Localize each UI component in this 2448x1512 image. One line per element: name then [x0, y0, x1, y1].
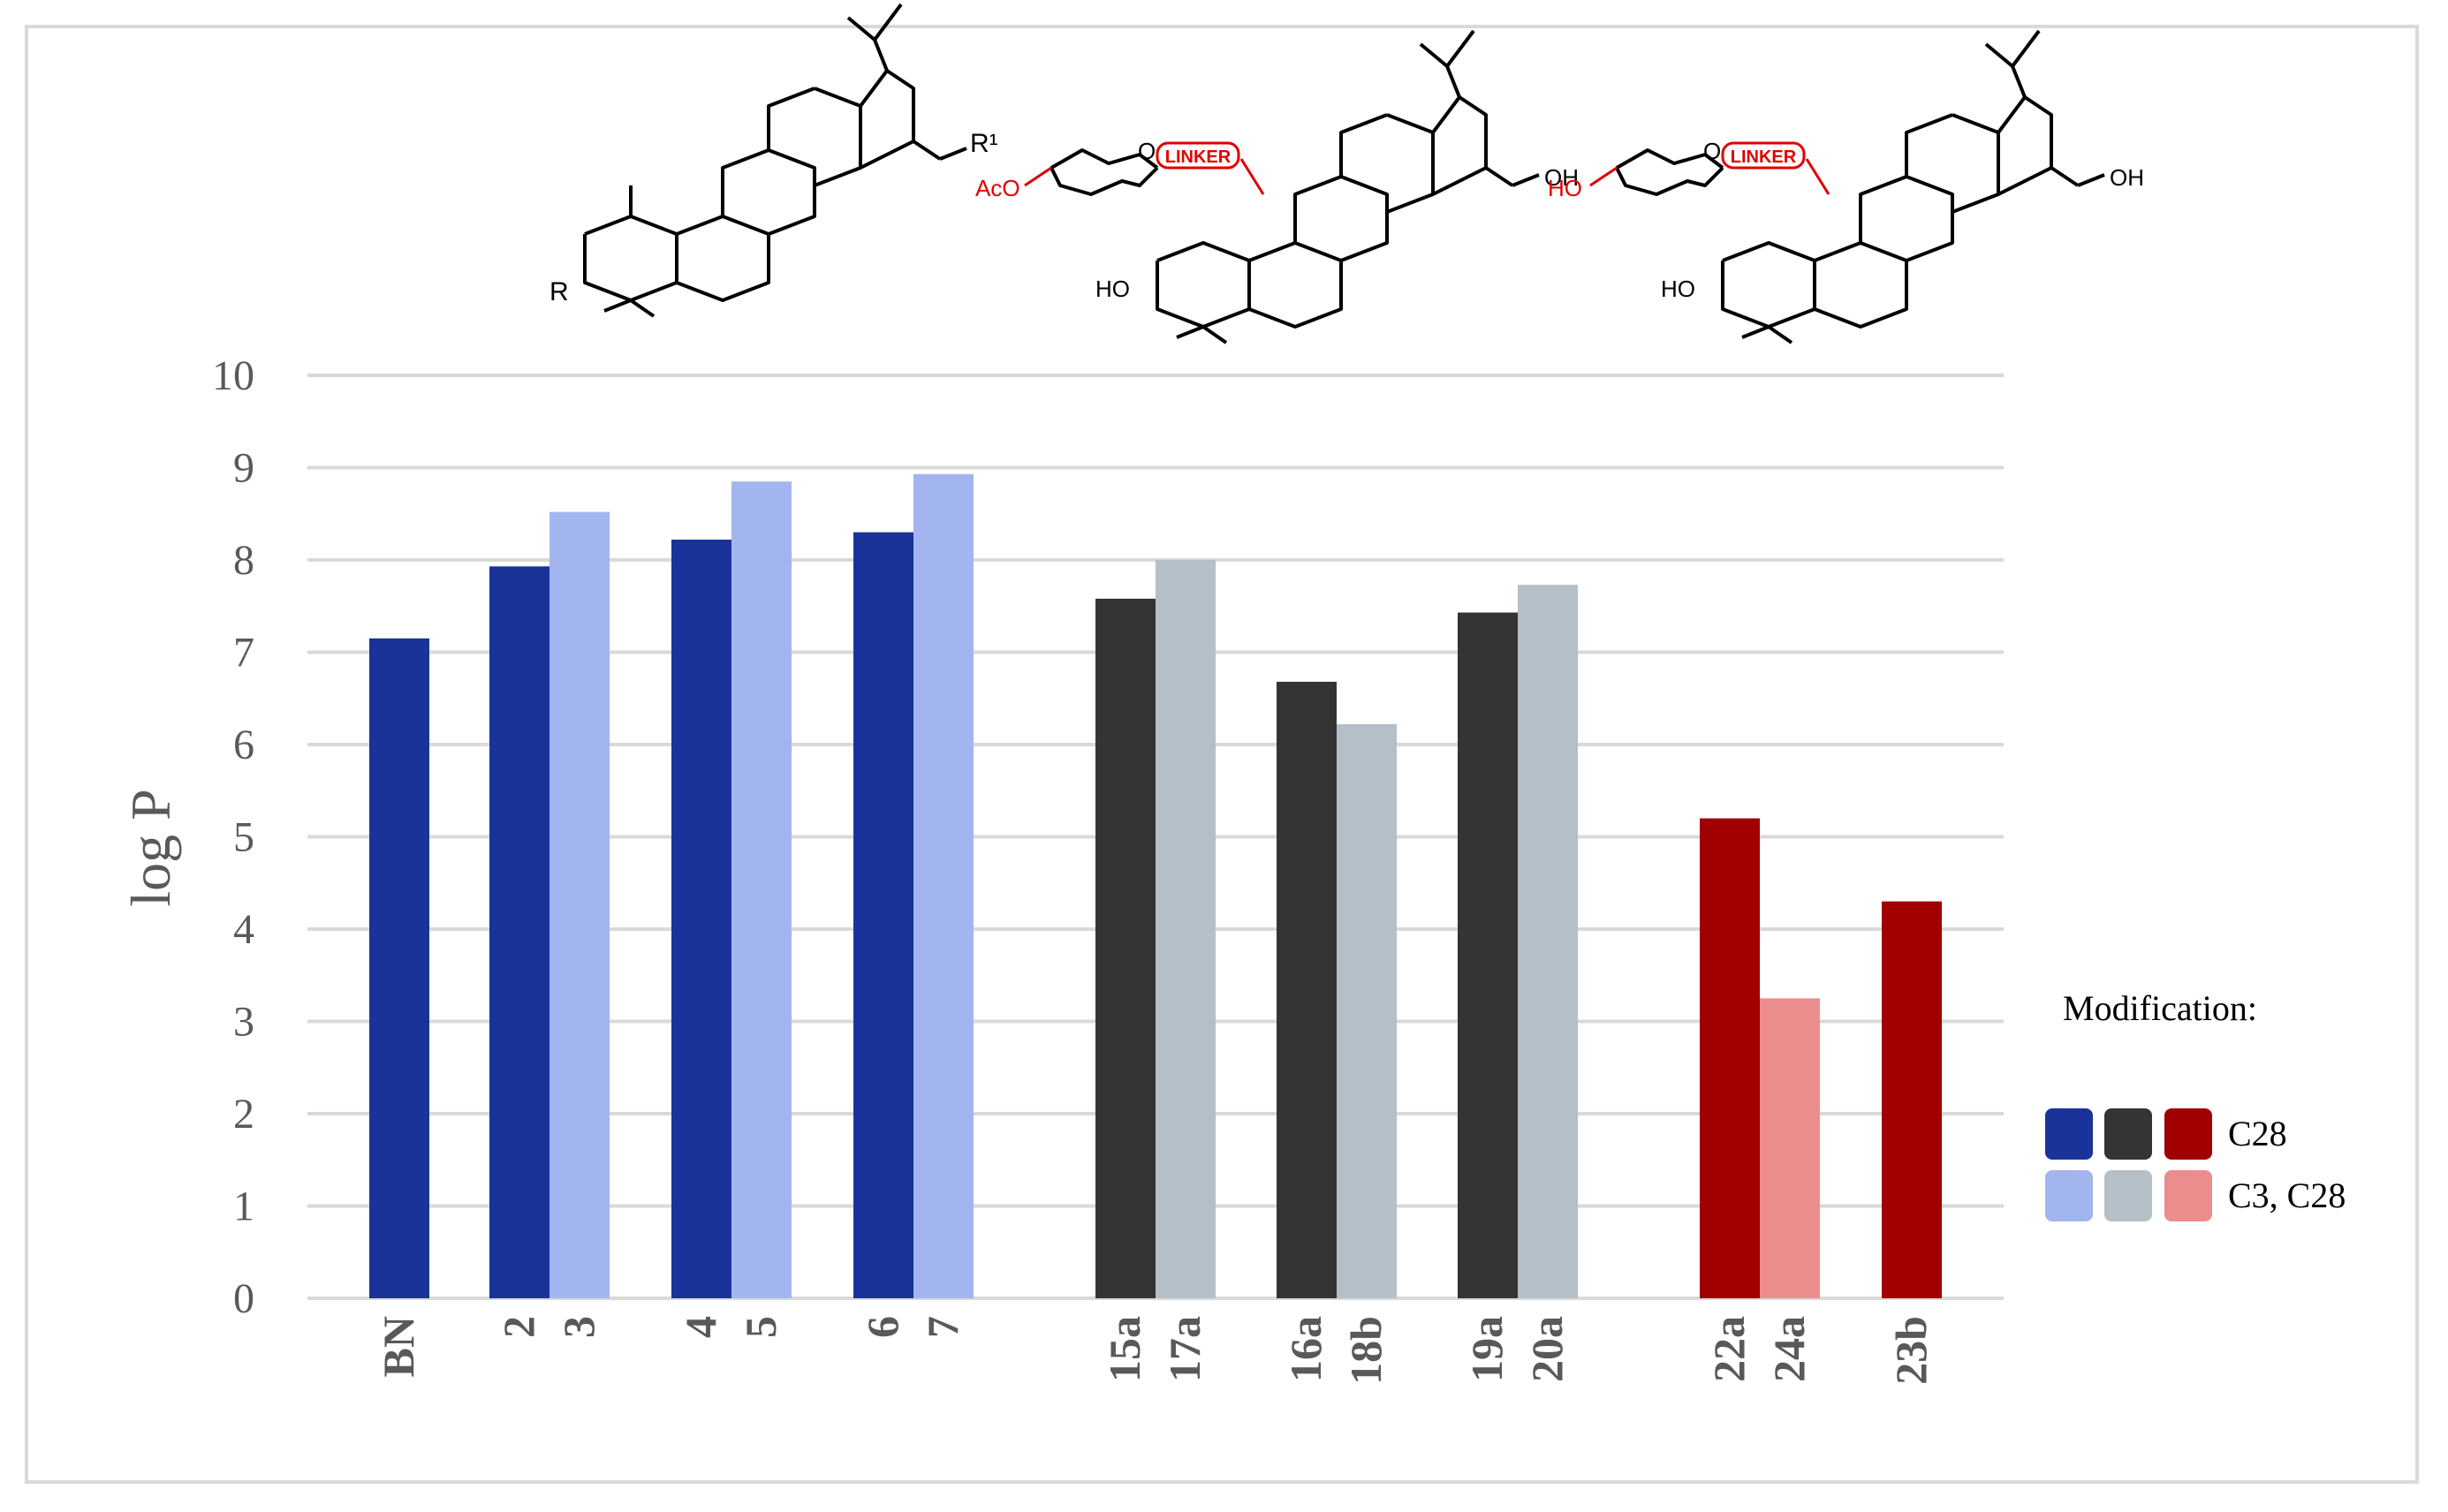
y-tick-label: 9	[233, 445, 254, 492]
y-tick-label: 10	[212, 352, 254, 399]
structure-acetyl-conjugate	[1050, 29, 1540, 344]
legend-swatch	[2164, 1170, 2212, 1221]
bar-7	[913, 473, 974, 1298]
legend-label: C3, C28	[2228, 1176, 2346, 1215]
x-tick-label-7: 7	[918, 1316, 967, 1338]
y-tick-label: 4	[233, 906, 254, 953]
structure-2-hydroxy-left: HO	[1095, 276, 1130, 302]
x-tick-label-19a: 19a	[1462, 1316, 1512, 1382]
y-tick-label: 1	[233, 1183, 254, 1230]
x-tick-label-BN: BN	[374, 1316, 423, 1377]
structure-3-hydroxy-right: OH	[2110, 164, 2144, 191]
bar-5	[731, 481, 792, 1298]
x-tick-label-2: 2	[494, 1316, 543, 1338]
legend-label: C28	[2228, 1114, 2287, 1153]
structure-3-hydroxy-left: HO	[1661, 276, 1695, 302]
structure-2-linker-label: LINKER	[1165, 147, 1232, 167]
structure-3-linker-bond	[1805, 158, 1830, 195]
x-tick-label-5: 5	[736, 1316, 785, 1338]
x-tick-label-23b: 23b	[1886, 1316, 1936, 1385]
bar-24a	[1760, 998, 1820, 1298]
bar-BN	[369, 638, 429, 1298]
structure-2-acetoxy: AcO	[975, 175, 1020, 201]
structure-3-linker-label: LINKER	[1731, 147, 1797, 167]
x-tick-label-4: 4	[676, 1316, 725, 1338]
bar-15a	[1095, 598, 1156, 1298]
bars	[369, 473, 1942, 1298]
legend: Modification: C28 C3, C28	[2045, 988, 2346, 1221]
y-tick-label: 5	[233, 814, 254, 861]
structure-2-hydroxy-right: OH	[1544, 164, 1579, 191]
x-tick-label-17a: 17a	[1160, 1316, 1209, 1382]
structure-1-r1: R¹	[970, 129, 998, 158]
y-tick-labels: 0 1 2 3 4 5 6 7 8 9 10	[212, 352, 254, 1322]
y-tick-label: 3	[233, 999, 254, 1046]
structure-hydroxy-conjugate	[1615, 29, 2105, 344]
legend-title: Modification:	[2063, 988, 2257, 1028]
bar-23b	[1882, 901, 1942, 1298]
x-tick-label-6: 6	[858, 1316, 907, 1338]
legend-swatch	[2104, 1170, 2152, 1221]
bar-17a	[1156, 560, 1216, 1298]
legend-swatch	[2104, 1108, 2152, 1160]
x-tick-labels: BN 2 3 4 5 6 7 15a 17a 16a 18b 19a 20a 22a 24a 23b	[374, 1316, 1936, 1385]
structure-3-ring-oxygen: O	[1703, 138, 1721, 164]
x-tick-label-22a: 22a	[1704, 1316, 1754, 1382]
structure-2-linker-bond	[1239, 158, 1265, 195]
y-tick-label: 0	[233, 1275, 254, 1322]
bar-4	[671, 540, 731, 1298]
y-tick-label: 8	[233, 537, 254, 584]
y-tick-label: 2	[233, 1091, 254, 1138]
structure-lupane-generic	[583, 3, 967, 318]
structure-1-r: R	[549, 277, 569, 306]
bar-20a	[1518, 585, 1578, 1298]
x-tick-label-16a: 16a	[1281, 1316, 1330, 1382]
legend-swatch	[2045, 1170, 2093, 1221]
bar-2	[489, 566, 549, 1298]
legend-swatch	[2045, 1108, 2093, 1160]
bar-18b	[1337, 724, 1397, 1298]
bar-16a	[1277, 681, 1337, 1298]
structure-3-hydroxy-sugar: HO	[1548, 175, 1582, 201]
legend-swatch	[2164, 1108, 2212, 1160]
x-tick-label-15a: 15a	[1100, 1316, 1149, 1382]
structure-2-acetyl-bond	[1024, 166, 1052, 187]
x-tick-label-20a: 20a	[1522, 1316, 1572, 1382]
y-tick-label: 7	[233, 630, 254, 677]
bar-3	[549, 511, 610, 1298]
bar-19a	[1458, 612, 1518, 1298]
bar-22a	[1700, 818, 1760, 1298]
structure-2-ring-oxygen: O	[1138, 138, 1156, 164]
y-axis-label: log P	[119, 789, 182, 906]
x-tick-label-18b: 18b	[1341, 1316, 1391, 1385]
y-tick-label: 6	[233, 722, 254, 768]
structure-3-linker-box	[1721, 141, 1806, 170]
structure-2-linker-box	[1156, 141, 1240, 170]
x-tick-label-24a: 24a	[1764, 1316, 1814, 1382]
structure-3-hydroxy-bond	[1589, 166, 1618, 187]
bar-6	[853, 532, 913, 1298]
x-tick-label-3: 3	[554, 1316, 603, 1338]
